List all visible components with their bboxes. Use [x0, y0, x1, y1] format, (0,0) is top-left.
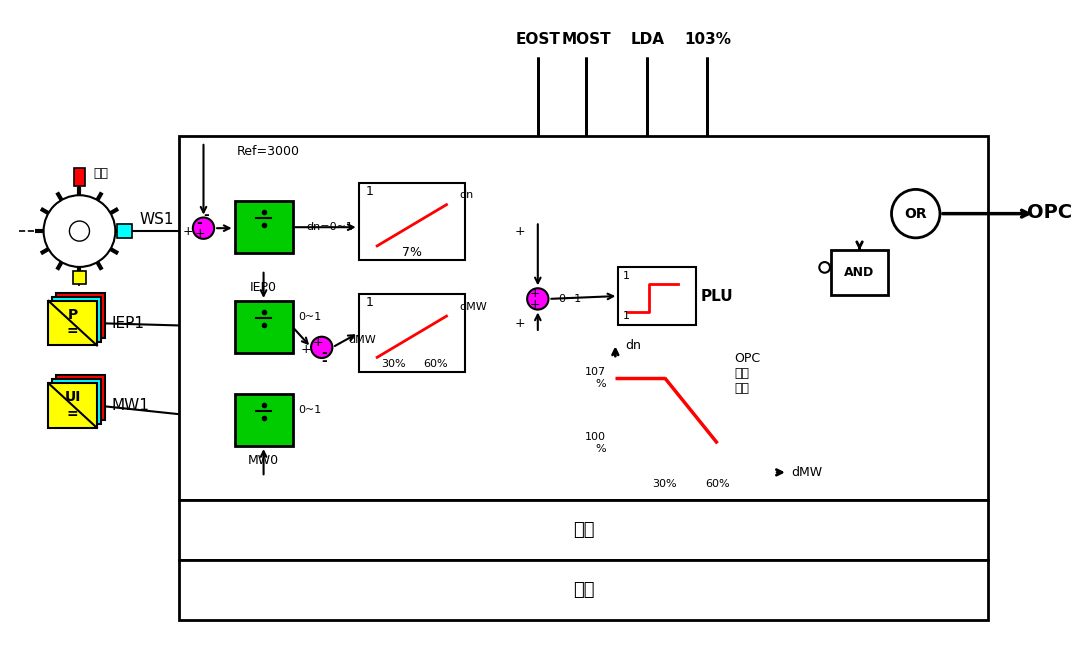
Text: 0~1: 0~1: [559, 294, 581, 304]
Text: EOST: EOST: [516, 31, 561, 47]
Bar: [48, 301, 96, 345]
Bar: [358, 183, 465, 260]
Text: +: +: [194, 227, 205, 240]
Bar: [56, 293, 105, 338]
Text: 1: 1: [623, 311, 630, 322]
Text: 探头: 探头: [93, 168, 108, 180]
Text: +: +: [530, 298, 540, 311]
Text: dn=0~1: dn=0~1: [306, 222, 353, 233]
Bar: [179, 500, 988, 559]
Text: 60%: 60%: [423, 359, 448, 369]
Text: AND: AND: [845, 266, 875, 279]
Text: 100
%: 100 %: [584, 432, 606, 454]
Text: 0~1: 0~1: [298, 312, 322, 322]
Circle shape: [44, 195, 116, 267]
Text: IEP1: IEP1: [111, 316, 145, 331]
Text: 同上: 同上: [574, 580, 595, 599]
Text: 1: 1: [366, 185, 373, 198]
Text: MOST: MOST: [562, 31, 611, 47]
Circle shape: [311, 337, 332, 358]
Text: 7%: 7%: [402, 246, 422, 259]
Text: 0~1: 0~1: [298, 405, 322, 415]
Text: OPC
动作
区域: OPC 动作 区域: [734, 352, 760, 394]
Text: WS1: WS1: [139, 212, 174, 227]
Text: MW1: MW1: [111, 398, 149, 413]
Bar: [117, 224, 132, 238]
Text: 同上: 同上: [574, 521, 595, 538]
Text: LDA: LDA: [630, 31, 665, 47]
Text: OPC: OPC: [1027, 203, 1072, 222]
Text: OR: OR: [905, 206, 927, 221]
Bar: [358, 294, 465, 371]
Text: +: +: [313, 336, 323, 349]
Circle shape: [527, 288, 549, 310]
Text: -: -: [322, 354, 328, 368]
Bar: [179, 559, 988, 620]
Text: +: +: [182, 225, 193, 238]
Text: -: -: [197, 216, 203, 231]
Bar: [235, 394, 293, 446]
Bar: [56, 375, 105, 420]
Bar: [235, 301, 293, 353]
Bar: [619, 267, 696, 325]
Text: dn: dn: [625, 339, 641, 352]
Text: dn: dn: [459, 190, 474, 200]
Text: P
=: P =: [66, 308, 78, 338]
Text: 103%: 103%: [684, 31, 731, 47]
Bar: [53, 379, 101, 424]
Text: 30%: 30%: [382, 359, 406, 369]
Text: 1: 1: [366, 296, 373, 309]
Text: dMW: dMW: [348, 335, 376, 345]
Text: Ref=3000: Ref=3000: [237, 145, 299, 158]
Text: PLU: PLU: [701, 288, 733, 303]
Text: IEP0: IEP0: [250, 281, 277, 294]
Text: +: +: [515, 316, 525, 329]
Text: dMW: dMW: [459, 302, 487, 312]
Bar: [832, 250, 888, 295]
Circle shape: [70, 221, 89, 241]
Text: +: +: [301, 343, 312, 356]
Bar: [53, 297, 101, 341]
Circle shape: [892, 189, 940, 238]
Text: MW0: MW0: [248, 454, 279, 467]
Text: dMW: dMW: [792, 466, 823, 479]
Bar: [74, 168, 86, 185]
Bar: [48, 383, 96, 428]
Text: 1: 1: [623, 271, 630, 280]
Text: 30%: 30%: [653, 479, 678, 489]
Text: 107
%: 107 %: [584, 367, 606, 388]
Text: 60%: 60%: [705, 479, 730, 489]
Bar: [179, 136, 988, 500]
Text: +: +: [530, 287, 540, 299]
Bar: [235, 201, 293, 253]
Bar: [73, 271, 86, 284]
Text: -: -: [204, 208, 209, 221]
Text: +: +: [515, 225, 525, 238]
Text: UI
=: UI =: [64, 390, 80, 421]
Circle shape: [819, 262, 830, 272]
Text: -: -: [321, 346, 327, 360]
Circle shape: [193, 217, 214, 239]
